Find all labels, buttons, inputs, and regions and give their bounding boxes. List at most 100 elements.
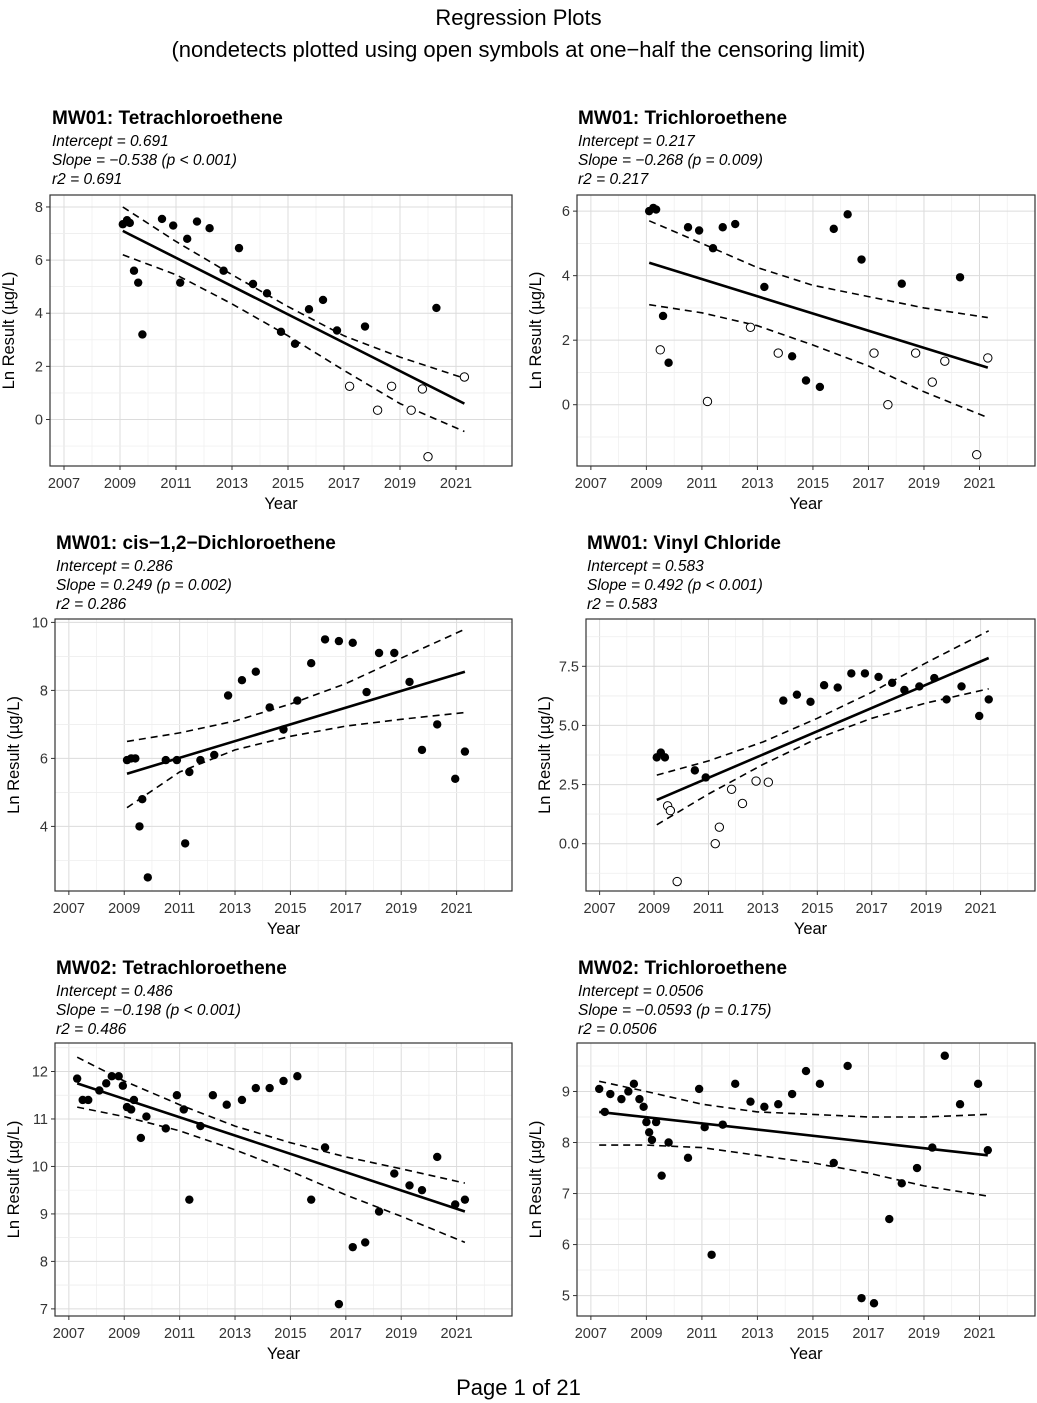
y-tick-label: 8: [562, 1136, 570, 1152]
detect-point: [374, 1207, 384, 1216]
detect-point: [760, 1102, 769, 1111]
chart-points: [118, 214, 470, 462]
chart-stat-line: r2 = 0.217: [578, 171, 650, 188]
chart-title: MW01: Trichloroethene: [578, 108, 787, 129]
chart-lines: [648, 220, 989, 419]
chart-plot-border: [54, 618, 513, 892]
x-tick-label: 2021: [440, 901, 472, 917]
nondetect-point: [417, 384, 428, 394]
detect-point: [887, 678, 897, 688]
chart-stat-line: Slope = −0.538 (p < 0.001): [52, 152, 237, 169]
x-tick-label: 2007: [53, 901, 85, 917]
detect-point: [801, 376, 811, 385]
nondetect-point: [972, 450, 982, 460]
y-axis-label: Ln Result (µg/L): [536, 696, 554, 814]
x-tick-label: 2011: [686, 1326, 717, 1342]
detect-point: [279, 725, 288, 734]
detect-point: [138, 330, 147, 339]
x-tick-label: 2007: [48, 476, 80, 492]
x-tick-label: 2009: [108, 1326, 140, 1342]
y-tick-label: 2: [562, 333, 570, 349]
detect-point: [700, 1122, 709, 1132]
detect-point: [694, 1084, 704, 1094]
detect-point: [134, 278, 143, 287]
detect-point: [196, 1121, 205, 1131]
y-tick-label: 5: [562, 1289, 570, 1305]
detect-point: [318, 295, 328, 305]
detect-point: [219, 266, 228, 275]
nondetect-point: [386, 381, 397, 391]
detect-point: [118, 1081, 128, 1090]
chart-title: MW02: Tetrachloroethene: [56, 958, 287, 979]
detect-point: [208, 1091, 218, 1100]
detect-point: [251, 667, 261, 676]
x-tick-label: 2015: [274, 1326, 306, 1342]
x-tick-label: 2007: [575, 476, 607, 492]
chart-points: [122, 635, 470, 882]
detect-point: [815, 382, 825, 392]
detect-point: [690, 766, 700, 775]
detect-point: [172, 1091, 182, 1100]
detect-point: [973, 1079, 983, 1089]
detect-point: [169, 221, 178, 230]
detect-point: [95, 1086, 104, 1095]
chart-title: MW01: Vinyl Chloride: [587, 533, 781, 554]
detect-point: [815, 1079, 825, 1089]
detect-point: [84, 1095, 93, 1105]
detect-point: [694, 226, 704, 235]
chart-lines: [76, 1056, 466, 1244]
chart-panel-1: MW01: Tetrachloroethene Intercept = 0.691…: [0, 108, 513, 513]
detect-point: [185, 767, 194, 777]
x-tick-label: 2013: [741, 1326, 773, 1342]
detect-point: [161, 755, 170, 765]
detect-point: [701, 773, 710, 782]
ci-lower-line: [122, 254, 465, 433]
detect-point: [829, 1158, 838, 1168]
x-tick-label: 2015: [272, 476, 304, 492]
y-axis-label: Ln Result (µg/L): [527, 272, 545, 390]
y-tick-label: 6: [35, 253, 43, 269]
detect-point: [718, 223, 727, 232]
nondetect-point: [459, 372, 470, 382]
x-tick-label: 2019: [384, 476, 416, 492]
detect-point: [683, 1153, 693, 1163]
chart-stat-line: Slope = 0.249 (p = 0.002): [56, 577, 232, 594]
detect-point: [417, 745, 427, 755]
x-tick-label: 2017: [856, 901, 888, 917]
detect-point: [819, 681, 829, 690]
detect-point: [237, 676, 247, 685]
detect-point: [708, 244, 718, 253]
detect-point: [306, 1195, 316, 1204]
chart-title: MW02: Trichloroethene: [578, 958, 787, 979]
chart-stat-line: Slope = −0.0593 (p = 0.175): [578, 1002, 771, 1019]
y-tick-label: 8: [40, 1254, 48, 1270]
detect-point: [251, 1083, 261, 1093]
detect-point: [179, 1105, 188, 1114]
y-axis-label: Ln Result (µg/L): [0, 272, 18, 390]
detect-point: [348, 1242, 357, 1252]
chart-grid: [577, 195, 1035, 466]
chart-stat-line: Intercept = 0.691: [52, 133, 169, 150]
detect-point: [930, 673, 939, 683]
y-tick-label: 9: [40, 1207, 48, 1223]
detect-point: [348, 638, 357, 647]
detect-point: [718, 1120, 727, 1129]
detect-point: [138, 795, 147, 804]
chart-panel-4: MW01: Vinyl Chloride Intercept = 0.583 Slo…: [536, 533, 1036, 938]
chart-plot-border: [585, 618, 1036, 892]
x-tick-label: 2017: [852, 1326, 884, 1342]
chart-plot-border: [576, 1042, 1036, 1317]
chart-lines: [122, 206, 465, 433]
x-axis-label: Year: [264, 495, 298, 513]
y-tick-label: 7: [40, 1302, 48, 1318]
detect-point: [707, 1250, 716, 1259]
x-tick-label: 2009: [630, 476, 662, 492]
detect-point: [606, 1089, 615, 1099]
detect-point: [664, 358, 673, 367]
nondetect-point: [983, 353, 993, 363]
detect-point: [107, 1072, 116, 1081]
x-tick-label: 2017: [852, 476, 884, 492]
detect-point: [460, 1195, 470, 1204]
y-tick-label: 10: [32, 615, 48, 631]
y-axis-label: Ln Result (µg/L): [5, 696, 23, 814]
